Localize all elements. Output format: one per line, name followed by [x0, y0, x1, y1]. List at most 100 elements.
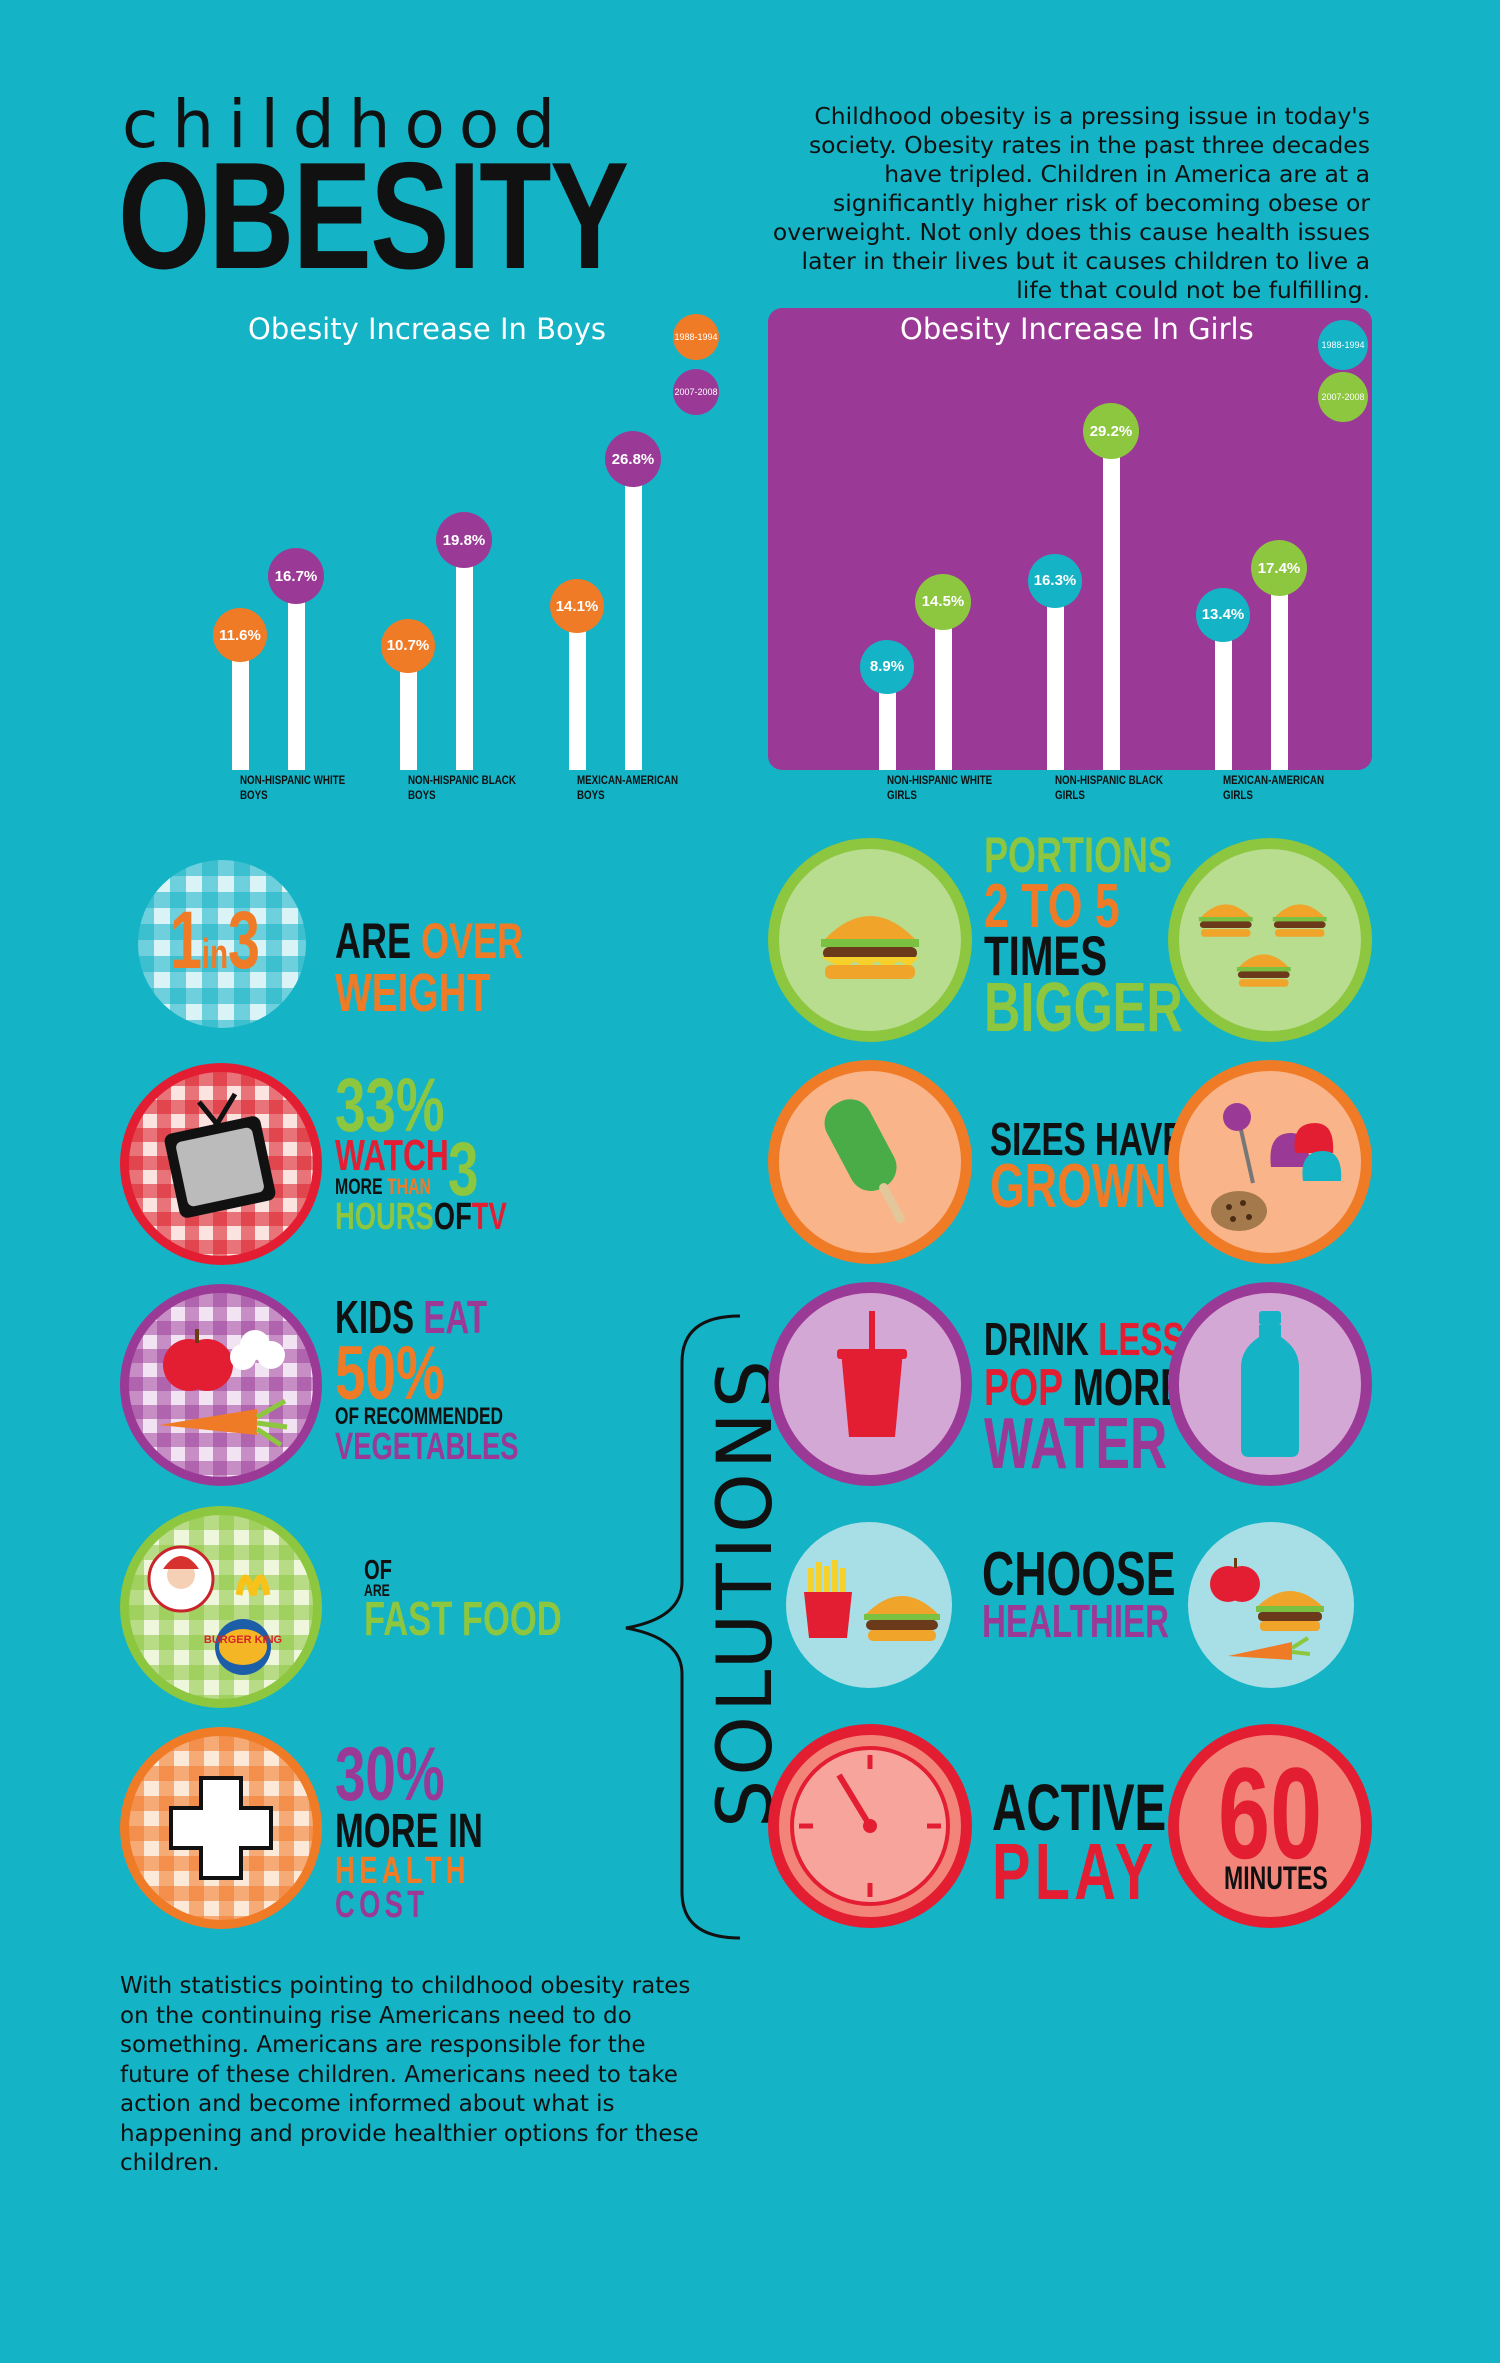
legend-item: 2007-2008 — [1318, 372, 1368, 422]
chart-bar — [1103, 431, 1120, 770]
weight-label: WEIGHT — [335, 963, 491, 1023]
svg-text:BURGER KING: BURGER KING — [204, 1634, 282, 1646]
ratio-text: 1in3 — [170, 895, 260, 986]
choose-label: CHOOSE — [982, 1540, 1176, 1609]
fries-burger-icon — [804, 1560, 940, 1641]
fast-food-circle: BURGER KING — [120, 1506, 322, 1708]
legend-item: 2007-2008 — [673, 369, 719, 415]
data-label-bubble: 10.7% — [381, 618, 435, 673]
healthier-label: HEALTHIER — [982, 1595, 1170, 1647]
chart-bar — [1047, 580, 1064, 770]
portions-label: PORTIONS — [984, 827, 1173, 883]
intro-paragraph: Childhood obesity is a pressing issue in… — [772, 102, 1370, 304]
vegetables-circle — [120, 1284, 322, 1486]
data-label-bubble: 26.8% — [605, 431, 661, 488]
chart-bar — [288, 576, 305, 770]
chart-bar — [935, 601, 952, 770]
play-label: PLAY — [992, 1827, 1158, 1916]
data-label-bubble: 14.5% — [915, 573, 971, 630]
data-label-bubble: 19.8% — [436, 512, 492, 569]
soda-circle — [768, 1282, 972, 1486]
data-label-bubble: 8.9% — [860, 639, 914, 694]
popsicle-icon — [824, 1099, 905, 1224]
water-label: WATER — [984, 1404, 1168, 1484]
healthy-food-icon — [1210, 1558, 1324, 1660]
of-recommended-label: OF RECOMMENDED — [335, 1403, 504, 1430]
charts-layer: 11.6% 16.7% NON-HISPANIC WHITE BOYS 10.7% 19.… — [0, 0, 1500, 820]
medical-cross-icon — [169, 1776, 273, 1880]
are-label: ARE — [364, 1581, 390, 1600]
health-percent: 30% — [335, 1732, 445, 1817]
sizes-have-label: SIZES HAVE — [990, 1113, 1185, 1165]
tv-circle — [120, 1063, 322, 1265]
vegetables-icon — [159, 1329, 288, 1448]
sixty-minutes-circle — [1168, 1724, 1372, 1928]
three-burgers-circle — [1168, 838, 1372, 1042]
overweight-label: ARE OVER — [335, 913, 524, 969]
of-label: OF — [364, 1554, 393, 1585]
active-label: ACTIVE — [992, 1770, 1167, 1844]
portions-range: 2 TO 5 — [984, 872, 1120, 941]
burger-circle — [768, 838, 972, 1042]
bigger-label: BIGGER — [984, 968, 1183, 1046]
data-label-bubble: 13.4% — [1196, 587, 1250, 642]
chart-bar — [1271, 568, 1288, 770]
vegetables-label: VEGETABLES — [335, 1426, 519, 1468]
clock-circle — [768, 1724, 972, 1928]
times-label: TIMES — [984, 924, 1108, 987]
tv-percent: 33% — [335, 1063, 445, 1148]
category-label: MEXICAN-AMERICAN BOYS — [577, 775, 679, 802]
legend-item: 1988-1994 — [673, 314, 719, 360]
chart-bar — [569, 606, 586, 770]
clock-icon — [790, 1746, 950, 1906]
popsicle-circle — [768, 1060, 972, 1264]
chart-bar — [1215, 614, 1232, 770]
vegetables-percent: 50% — [335, 1331, 445, 1416]
more-in-label: MORE IN — [335, 1805, 483, 1858]
solutions-brace — [625, 1314, 741, 1940]
soda-cup-icon — [837, 1311, 907, 1437]
chart-bar — [625, 459, 642, 770]
television-icon — [164, 1092, 276, 1218]
girls-chart-title: Obesity Increase In Girls — [900, 312, 1254, 346]
pop-more-label: POP MORE — [984, 1359, 1186, 1417]
cost-label: COST — [335, 1884, 429, 1926]
data-label-bubble: 17.4% — [1251, 540, 1307, 597]
category-label: NON-HISPANIC WHITE GIRLS — [887, 775, 993, 802]
tv-hours-number: 3 — [448, 1127, 479, 1212]
legend-item: 1988-1994 — [1318, 320, 1368, 370]
gingham-icon — [138, 860, 306, 1028]
three-burgers-icon — [1198, 904, 1327, 987]
candy-cookie-icon — [1211, 1103, 1342, 1231]
health-label: HEALTH — [335, 1850, 470, 1892]
burger-icon — [821, 916, 919, 979]
data-label-bubble: 11.6% — [213, 608, 267, 663]
category-label: MEXICAN-AMERICAN GIRLS — [1223, 775, 1325, 802]
bottle-circle — [1168, 1282, 1372, 1486]
data-label-bubble: 16.7% — [268, 548, 324, 605]
boys-chart-title: Obesity Increase In Boys — [248, 312, 606, 346]
closing-paragraph: With statistics pointing to childhood ob… — [120, 1973, 699, 2176]
candy-circle — [1168, 1060, 1372, 1264]
drink-less-label: DRINK LESS — [984, 1313, 1185, 1365]
more-than-label: MORE THAN — [335, 1174, 431, 1199]
data-label-bubble: 16.3% — [1028, 553, 1082, 608]
solutions-label: SOLUTIONS — [700, 1356, 789, 1828]
healthy-food-circle — [1188, 1522, 1354, 1688]
kids-eat-label: KIDS EAT — [335, 1291, 488, 1343]
hours-of-tv-label: HOURSOFTV — [335, 1196, 507, 1238]
fast-food-logos-icon: BURGER KING — [147, 1545, 282, 1675]
category-label: NON-HISPANIC BLACK BOYS — [408, 775, 516, 802]
water-bottle-icon — [1241, 1311, 1299, 1457]
watch-label: WATCH — [335, 1131, 449, 1180]
data-label-bubble: 29.2% — [1083, 403, 1139, 460]
fast-food-label: FAST FOOD — [364, 1593, 562, 1646]
minutes-label: MINUTES — [1224, 1860, 1328, 1896]
title-childhood: childhood — [122, 86, 570, 163]
chart-bar — [456, 540, 473, 770]
health-circle — [120, 1727, 322, 1929]
sixty-number: 60 — [1218, 1740, 1323, 1886]
fries-circle — [786, 1522, 952, 1688]
chart-bar — [232, 635, 249, 770]
category-label: NON-HISPANIC BLACK GIRLS — [1055, 775, 1163, 802]
